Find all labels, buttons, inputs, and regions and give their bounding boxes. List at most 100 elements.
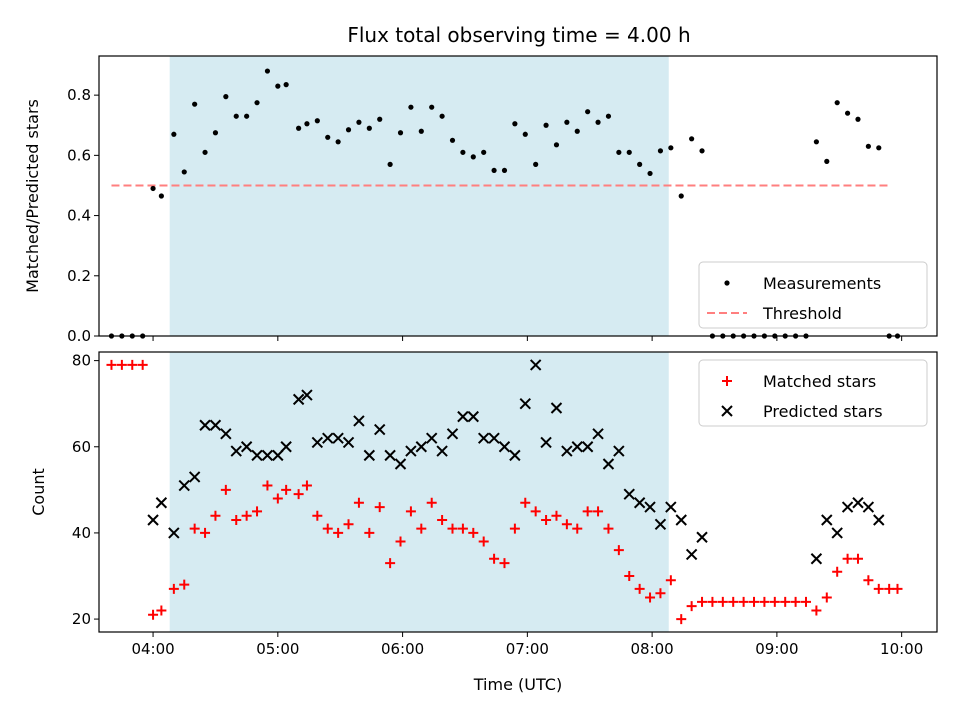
measurement-point bbox=[855, 116, 861, 122]
predicted-star-point bbox=[561, 445, 573, 457]
measurement-point bbox=[377, 116, 383, 122]
predicted-star-point bbox=[405, 445, 417, 457]
matched-star-point bbox=[509, 523, 520, 534]
series-measurements bbox=[108, 68, 901, 339]
predicted-star-point bbox=[272, 449, 284, 462]
measurement-point bbox=[233, 113, 239, 119]
matched-star-point bbox=[634, 583, 645, 594]
count-legend: Matched stars Predicted stars bbox=[698, 359, 928, 427]
matched-star-point bbox=[520, 497, 531, 508]
measurement-point bbox=[605, 113, 612, 119]
predicted-star-point bbox=[147, 514, 159, 526]
matched-star-point bbox=[426, 497, 437, 508]
legend-label: Matched stars bbox=[763, 372, 876, 391]
matched-star-point bbox=[738, 596, 749, 607]
measurement-point bbox=[834, 100, 840, 106]
matched-star-point bbox=[353, 497, 364, 508]
measurement-point bbox=[844, 110, 851, 116]
predicted-star-point bbox=[498, 441, 511, 453]
measurement-point bbox=[543, 122, 549, 128]
predicted-star-point bbox=[873, 514, 885, 526]
measurement-point bbox=[325, 134, 331, 140]
predicted-star-point bbox=[178, 479, 190, 492]
measurement-point bbox=[626, 149, 632, 155]
predicted-star-point bbox=[613, 445, 625, 457]
matched-star-point bbox=[707, 596, 718, 607]
predicted-star-point bbox=[862, 501, 875, 513]
matched-star-point bbox=[405, 506, 416, 517]
predicted-star-point bbox=[665, 501, 677, 513]
matched-star-point bbox=[374, 502, 385, 513]
y-tick-label: 20 bbox=[72, 610, 91, 628]
predicted-star-point bbox=[602, 458, 615, 470]
matched-star-point bbox=[156, 605, 167, 616]
matched-star-point bbox=[811, 605, 822, 616]
y-tick-label: 80 bbox=[72, 352, 91, 370]
y-tick-label: 40 bbox=[72, 524, 91, 542]
predicted-star-point bbox=[540, 436, 552, 449]
matched-star-point bbox=[665, 575, 676, 586]
legend-label: Predicted stars bbox=[763, 402, 883, 421]
predicted-star-point bbox=[155, 497, 168, 509]
count-y-axis-label: Count bbox=[29, 468, 48, 516]
x-tick-label: 04:00 bbox=[131, 640, 174, 658]
matched-star-point bbox=[210, 510, 221, 521]
measurement-point bbox=[223, 94, 229, 100]
predicted-star-point bbox=[457, 410, 469, 423]
matched-star-point bbox=[686, 601, 697, 612]
measurement-point bbox=[585, 109, 591, 115]
measurement-point bbox=[296, 125, 302, 131]
matched-star-point bbox=[364, 527, 375, 538]
matched-star-point bbox=[873, 583, 884, 594]
predicted-star-point bbox=[571, 441, 583, 453]
predicted-star-point bbox=[467, 410, 480, 423]
measurement-point bbox=[264, 68, 271, 74]
legend-marker bbox=[721, 405, 733, 417]
predicted-star-point bbox=[675, 514, 687, 526]
predicted-star-point bbox=[384, 449, 396, 462]
measurement-point bbox=[345, 127, 352, 133]
measurement-point bbox=[574, 128, 580, 134]
predicted-star-point bbox=[292, 393, 305, 406]
x-tick-label: 10:00 bbox=[880, 640, 923, 658]
predicted-star-point bbox=[550, 402, 563, 414]
predicted-star-point bbox=[332, 432, 344, 444]
predicted-star-point bbox=[477, 432, 490, 444]
measurement-point bbox=[668, 145, 674, 151]
predicted-star-point bbox=[581, 441, 594, 453]
matched-star-point bbox=[322, 523, 333, 534]
predicted-star-point bbox=[654, 518, 667, 531]
matched-star-point bbox=[395, 536, 406, 547]
matched-star-point bbox=[780, 596, 791, 607]
measurement-point bbox=[212, 130, 219, 136]
matched-star-point bbox=[800, 596, 811, 607]
matched-star-point bbox=[728, 596, 739, 607]
matched-star-point bbox=[832, 566, 843, 577]
x-tick-label: 05:00 bbox=[256, 640, 299, 658]
measurement-point bbox=[564, 119, 570, 125]
predicted-star-point bbox=[425, 432, 438, 444]
matched-star-point bbox=[821, 592, 832, 603]
predicted-star-point bbox=[280, 441, 292, 453]
count-panel: 20 40 60 80 04:00 05:00 06:00 07:00 08:00 09:00 10… bbox=[29, 351, 938, 694]
matched-star-point bbox=[624, 571, 635, 581]
measurement-point bbox=[387, 161, 393, 167]
predicted-star-point bbox=[821, 514, 833, 526]
matched-star-point bbox=[252, 506, 263, 517]
matched-star-point bbox=[241, 510, 252, 521]
measurement-point bbox=[501, 167, 508, 174]
measurement-point bbox=[657, 148, 664, 154]
ratio-legend: Measurements Threshold bbox=[698, 261, 928, 329]
predicted-star-point bbox=[394, 458, 407, 470]
measurement-point bbox=[491, 167, 497, 174]
legend-marker bbox=[722, 376, 732, 386]
measurement-point bbox=[637, 161, 643, 167]
matched-star-point bbox=[842, 553, 853, 564]
matched-star-point bbox=[148, 609, 159, 620]
matched-star-point bbox=[262, 480, 273, 491]
measurement-point bbox=[449, 137, 456, 143]
predicted-star-point bbox=[261, 449, 274, 462]
measurement-point bbox=[283, 82, 289, 88]
predicted-star-point bbox=[188, 471, 201, 483]
predicted-star-point bbox=[644, 501, 656, 513]
